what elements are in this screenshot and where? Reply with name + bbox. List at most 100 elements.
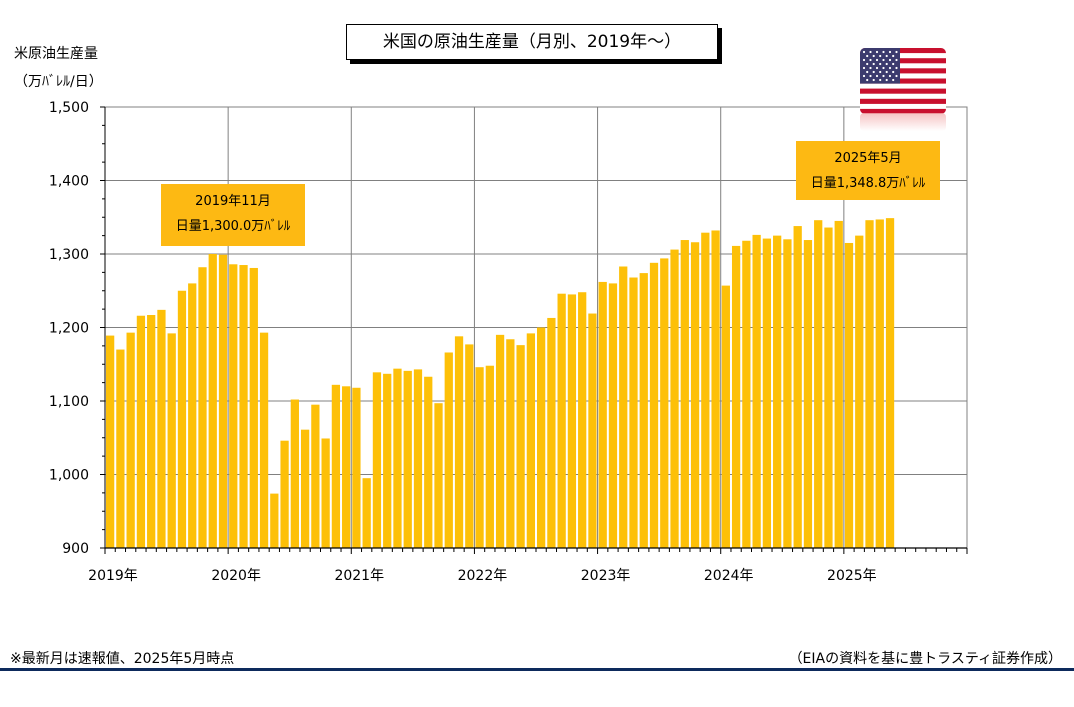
bar xyxy=(444,352,453,548)
x-tick-label: 2023年 xyxy=(581,568,631,584)
flag-reflection xyxy=(860,113,946,131)
bar xyxy=(660,258,669,548)
bar xyxy=(116,349,125,548)
bar xyxy=(188,283,197,548)
bar xyxy=(454,336,464,548)
bar xyxy=(629,277,638,548)
bar xyxy=(372,372,382,548)
y-tick-label: 1,100 xyxy=(49,394,89,410)
bar xyxy=(619,266,628,548)
bar xyxy=(721,285,730,548)
bar xyxy=(567,294,577,548)
bar xyxy=(280,440,289,548)
bar xyxy=(239,265,248,548)
bar xyxy=(208,254,217,548)
bar xyxy=(126,332,135,548)
bar xyxy=(598,281,607,548)
bar xyxy=(352,387,361,548)
bar xyxy=(885,218,895,548)
y-tick-label: 1,500 xyxy=(49,100,89,116)
bar xyxy=(711,230,720,549)
bar xyxy=(649,262,659,548)
bar xyxy=(413,369,423,548)
bar xyxy=(834,220,843,549)
bar xyxy=(547,317,556,548)
x-tick-label: 2020年 xyxy=(211,568,261,584)
x-tick-label: 2021年 xyxy=(334,568,384,584)
footer-rule xyxy=(0,668,1074,671)
annotation-date: 2019年11月 xyxy=(195,194,271,209)
bar xyxy=(701,232,710,548)
y-tick-label: 1,200 xyxy=(49,321,89,337)
bar xyxy=(855,235,864,548)
bar xyxy=(147,315,156,548)
bar xyxy=(249,267,258,548)
x-tick-label: 2025年 xyxy=(827,568,877,584)
bar xyxy=(106,335,115,548)
bar xyxy=(680,240,689,548)
bar xyxy=(762,238,772,548)
bar xyxy=(465,344,474,548)
bar xyxy=(690,242,700,549)
y-tick-label: 1,300 xyxy=(49,247,89,263)
annotation-value: 日量1,348.8万ﾊﾞﾚﾙ xyxy=(810,176,926,191)
y-tick-label: 900 xyxy=(62,541,89,557)
bar xyxy=(311,404,320,548)
annotation-2025-latest: 2025年5月 日量1,348.8万ﾊﾞﾚﾙ xyxy=(796,141,940,200)
y-axis-unit: （万ﾊﾞﾚﾙ/日） xyxy=(14,74,103,90)
bar xyxy=(578,292,587,548)
bar xyxy=(290,399,299,548)
bar xyxy=(229,264,238,548)
annotation-2019-peak: 2019年11月 日量1,300.0万ﾊﾞﾚﾙ xyxy=(161,184,305,246)
bar xyxy=(434,403,443,548)
bar xyxy=(403,370,412,548)
bar xyxy=(516,345,525,548)
bar xyxy=(157,309,166,548)
bar xyxy=(393,368,402,548)
bar xyxy=(824,227,833,549)
bar xyxy=(803,240,813,548)
bar xyxy=(167,333,176,548)
bar xyxy=(670,249,679,548)
bar xyxy=(865,220,874,548)
y-axis-label: 米原油生産量 xyxy=(14,46,98,62)
bar xyxy=(814,220,823,548)
bar xyxy=(259,332,269,548)
bar xyxy=(485,365,494,548)
bar xyxy=(875,219,884,548)
bar xyxy=(331,384,341,548)
bar xyxy=(608,283,618,548)
bars xyxy=(106,218,895,549)
bar xyxy=(198,267,207,548)
annotation-date: 2025年5月 xyxy=(834,151,902,166)
x-tick-label: 2019年 xyxy=(88,568,138,584)
bar xyxy=(773,235,782,548)
bar xyxy=(342,386,351,548)
bar xyxy=(844,242,854,548)
bar xyxy=(270,493,279,548)
bar xyxy=(177,290,187,548)
bar xyxy=(557,293,566,548)
bar xyxy=(218,254,228,549)
source-note: （EIAの資料を基に豊トラスティ証券作成） xyxy=(788,651,1062,667)
bar xyxy=(424,376,433,548)
chart-title: 米国の原油生産量（月別、2019年～） xyxy=(346,24,718,60)
x-tick-label: 2022年 xyxy=(458,568,508,584)
bar xyxy=(731,245,741,549)
bar xyxy=(742,240,751,548)
bar xyxy=(321,438,330,548)
bar xyxy=(526,333,535,548)
bar xyxy=(362,478,371,548)
bar xyxy=(783,239,792,549)
bar xyxy=(300,429,310,548)
bar xyxy=(136,315,146,548)
x-tick-label: 2024年 xyxy=(704,568,754,584)
y-tick-label: 1,000 xyxy=(49,468,89,484)
bar xyxy=(506,339,515,548)
footnote: ※最新月は速報値、2025年5月時点 xyxy=(10,651,235,667)
bar xyxy=(537,327,546,548)
bar xyxy=(793,226,802,548)
axes: 900 1,000 1,100 1,200 1,300 1,400 1,500 2019年 20… xyxy=(49,100,968,584)
us-flag-icon xyxy=(860,48,946,114)
